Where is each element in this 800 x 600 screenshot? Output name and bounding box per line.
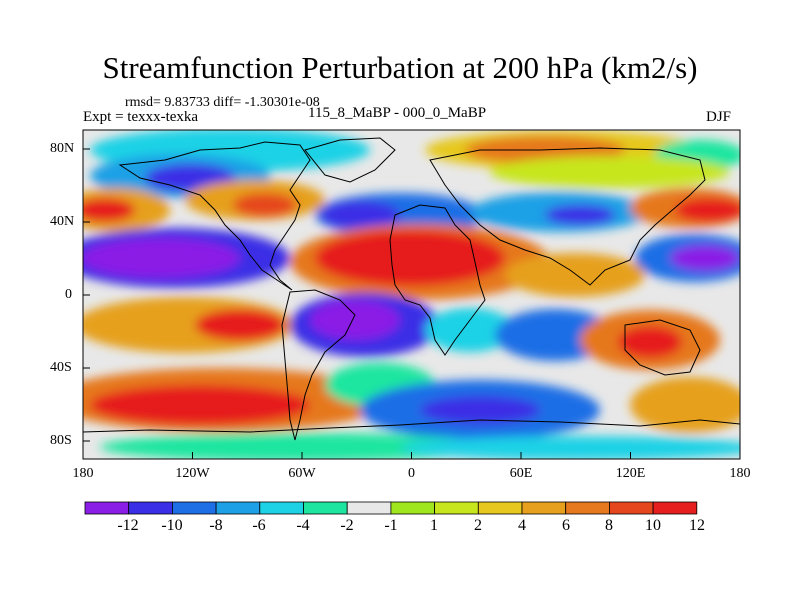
- colorbar-swatch: [346, 501, 392, 515]
- y-tick-label: 40S: [50, 360, 72, 375]
- colorbar-swatch: [215, 501, 261, 515]
- colorbar-label: -6: [252, 517, 266, 534]
- field-shading: [83, 130, 740, 459]
- colorbar-label: -10: [161, 517, 183, 534]
- runs-label: 115_8_MaBP - 000_0_MaBP: [308, 105, 487, 121]
- colorbar-swatch: [565, 501, 610, 515]
- colorbar-swatch: [521, 501, 567, 515]
- colorbar-swatch: [477, 501, 523, 515]
- colorbar-label: -2: [340, 517, 354, 534]
- colorbar-swatch: [609, 501, 654, 515]
- x-tick-label: 120W: [175, 466, 210, 481]
- tick-marks: [82, 148, 741, 459]
- y-tick-label: 80N: [50, 141, 75, 156]
- colorbar-swatch: [84, 501, 130, 515]
- colorbar-label: -1: [384, 517, 398, 534]
- colorbar-label: 12: [689, 517, 705, 534]
- x-tick-label: 180: [72, 466, 94, 481]
- y-tick-label: 40N: [50, 214, 75, 229]
- colorbar-swatch: [259, 501, 304, 515]
- experiment-label: Expt = texxx-texka: [83, 109, 199, 125]
- x-tick-label: 60E: [509, 466, 533, 481]
- coastlines: [83, 137, 740, 441]
- y-tick-label: 0: [65, 287, 72, 302]
- colorbar-swatch: [390, 501, 435, 515]
- colorbar: [84, 501, 698, 515]
- colorbar-label: 6: [562, 517, 570, 534]
- colorbar-label: 8: [605, 517, 613, 534]
- colorbar-swatch: [652, 501, 698, 515]
- colorbar-label: 1: [430, 517, 438, 534]
- map-title: Streamfunction Perturbation at 200 hPa (…: [102, 50, 698, 85]
- x-tick-label: 0: [408, 466, 415, 481]
- colorbar-label: -8: [209, 517, 223, 534]
- x-tick-label: 180: [729, 466, 751, 481]
- colorbar-label: -12: [117, 517, 139, 534]
- colorbar-swatch: [303, 501, 348, 515]
- stats-text: rmsd= 9.83733 diff= -1.30301e-08: [125, 95, 320, 110]
- x-tick-label: 60W: [288, 466, 316, 481]
- y-tick-label: 80S: [50, 433, 72, 448]
- colorbar-label: 10: [645, 517, 661, 534]
- colorbar-label: 4: [518, 517, 526, 534]
- colorbar-swatch: [128, 501, 173, 515]
- colorbar-label: 2: [474, 517, 482, 534]
- x-tick-label: 120E: [615, 466, 646, 481]
- colorbar-swatch: [171, 501, 217, 515]
- colorbar-label: -4: [296, 517, 310, 534]
- season-label: DJF: [706, 109, 732, 125]
- colorbar-swatch: [434, 501, 479, 515]
